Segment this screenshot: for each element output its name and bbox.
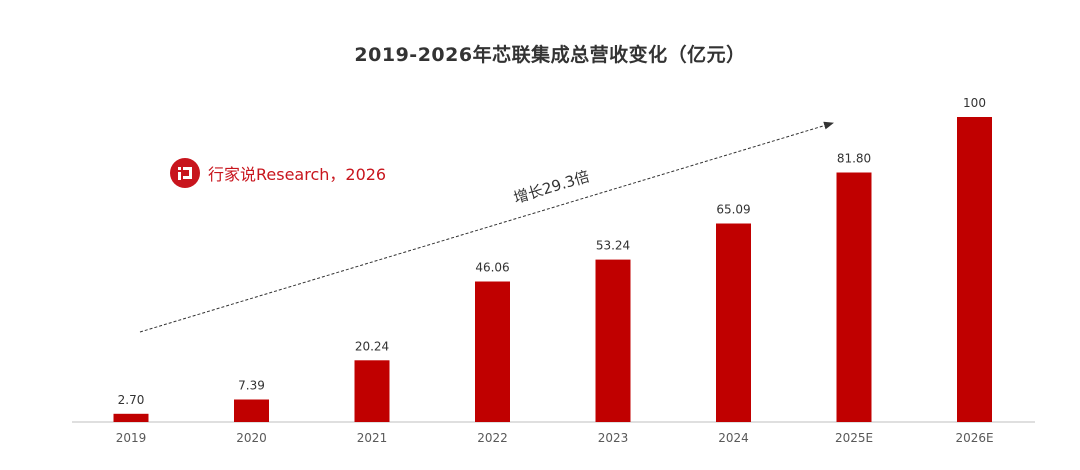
brand-watermark: 行家说Research，2026 (170, 158, 386, 188)
growth-annotation-label: 增长29.3倍 (511, 167, 591, 207)
x-tick-label-2020: 2020 (236, 431, 267, 445)
x-tick-label-2025E: 2025E (835, 431, 873, 445)
bars-group: 2.70 2019 7.39 2020 20.24 2021 46.06 2022 53.24 2… (113, 96, 994, 445)
brand-text: 行家说Research，2026 (208, 165, 387, 184)
brand-logo-icon (170, 158, 200, 188)
bar-2024 (716, 223, 751, 422)
x-tick-label-2026E: 2026E (955, 431, 993, 445)
data-label-2024: 65.09 (716, 203, 750, 217)
data-label-2023: 53.24 (596, 239, 630, 253)
x-tick-label-2022: 2022 (477, 431, 508, 445)
x-tick-label-2019: 2019 (116, 431, 147, 445)
data-label-2025E: 81.80 (837, 152, 871, 166)
bar-2020 (234, 399, 269, 422)
data-label-2026E: 100 (963, 96, 986, 110)
bar-2021 (354, 360, 390, 422)
growth-trend-arrow (139, 121, 834, 333)
x-tick-label-2023: 2023 (598, 431, 629, 445)
bar-2025E (836, 172, 872, 422)
bar-2019 (113, 413, 149, 422)
x-tick-label-2021: 2021 (357, 431, 388, 445)
data-label-2019: 2.70 (118, 393, 145, 407)
brand-logo-glyph (170, 158, 200, 188)
bar-2023 (595, 259, 631, 422)
data-label-2020: 7.39 (238, 379, 265, 393)
x-tick-label-2024: 2024 (718, 431, 749, 445)
data-label-2022: 46.06 (475, 261, 509, 275)
bar-2026E (957, 117, 992, 422)
bar-2022 (475, 281, 510, 422)
chart-title: 2019-2026年芯联集成总营收变化（亿元） (354, 44, 746, 66)
data-label-2021: 20.24 (355, 339, 389, 353)
